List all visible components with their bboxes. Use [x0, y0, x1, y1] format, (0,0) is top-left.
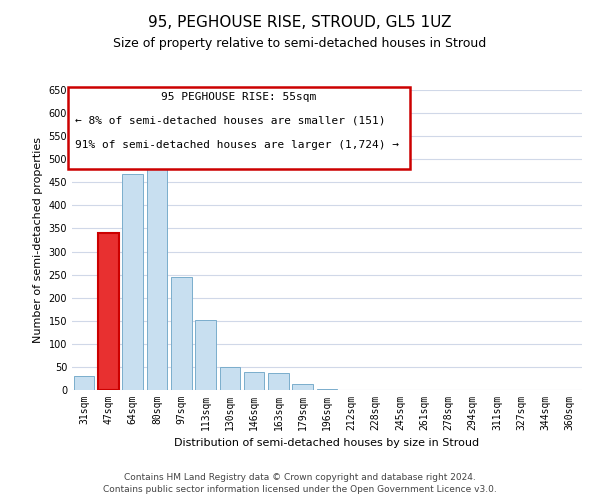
Bar: [268, 373, 289, 390]
Bar: [220, 367, 240, 390]
Bar: [74, 376, 94, 390]
Bar: [98, 233, 119, 390]
Text: 95, PEGHOUSE RISE, STROUD, GL5 1UZ: 95, PEGHOUSE RISE, STROUD, GL5 1UZ: [148, 15, 452, 30]
Text: 91% of semi-detached houses are larger (1,724) →: 91% of semi-detached houses are larger (…: [75, 140, 399, 150]
Text: Size of property relative to semi-detached houses in Stroud: Size of property relative to semi-detach…: [113, 38, 487, 51]
Bar: [171, 277, 191, 390]
Bar: [244, 372, 265, 390]
Text: 95 PEGHOUSE RISE: 55sqm: 95 PEGHOUSE RISE: 55sqm: [161, 92, 316, 102]
Bar: [146, 143, 167, 390]
Text: Contains HM Land Registry data © Crown copyright and database right 2024.
Contai: Contains HM Land Registry data © Crown c…: [103, 472, 497, 494]
Text: ← 8% of semi-detached houses are smaller (151): ← 8% of semi-detached houses are smaller…: [75, 115, 386, 125]
Bar: [292, 384, 313, 390]
Bar: [317, 389, 337, 390]
Bar: [122, 174, 143, 390]
Bar: [195, 320, 216, 390]
X-axis label: Distribution of semi-detached houses by size in Stroud: Distribution of semi-detached houses by …: [175, 438, 479, 448]
Y-axis label: Number of semi-detached properties: Number of semi-detached properties: [33, 137, 43, 343]
